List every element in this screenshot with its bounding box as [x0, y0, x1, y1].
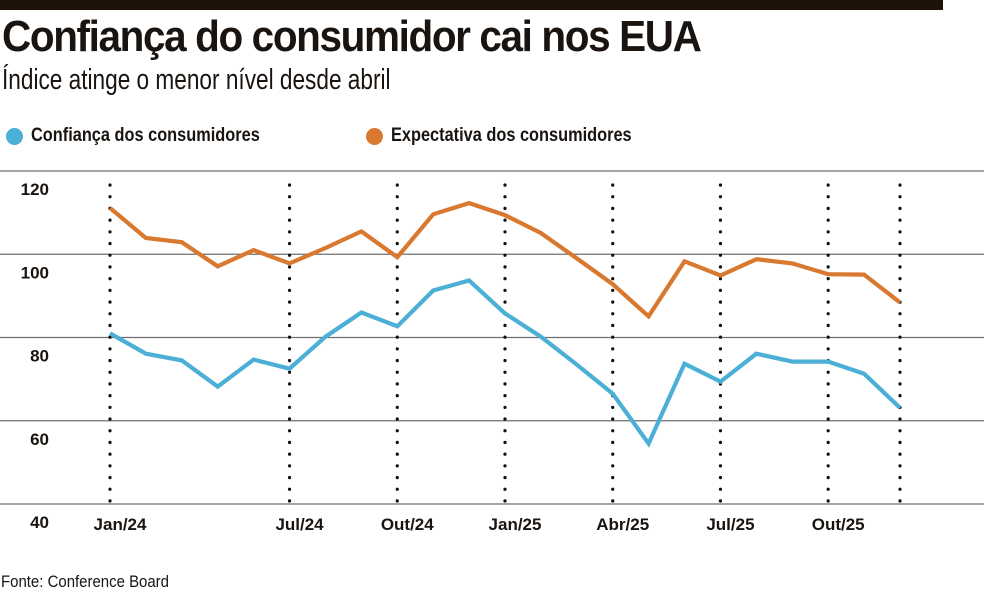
- legend-label: Expectativa dos consumidores: [391, 125, 632, 147]
- x-tick-label: Out/24: [381, 515, 434, 534]
- legend: Confiança dos consumidores Expectativa d…: [0, 122, 984, 150]
- legend-label: Confiança dos consumidores: [31, 125, 260, 147]
- x-tick-label: Jul/25: [706, 515, 754, 534]
- line-chart: 120 100 80 60 40 Jan/24 Jul/24 Out/24 Jan/25 Abr/…: [0, 150, 984, 550]
- x-tick-label: Out/25: [812, 515, 865, 534]
- source-note: Fonte: Conference Board: [1, 572, 169, 592]
- y-tick-label: 100: [21, 263, 49, 282]
- x-tick-label: Abr/25: [596, 515, 649, 534]
- y-tick-label: 120: [21, 180, 49, 199]
- y-tick-label: 40: [30, 513, 49, 532]
- x-tick-label: Jan/24: [94, 515, 147, 534]
- legend-dot-icon: [366, 128, 383, 145]
- x-tick-label: Jul/24: [275, 515, 324, 534]
- chart-subtitle: Índice atinge o menor nível desde abril: [2, 62, 391, 98]
- legend-item-confianca: Confiança dos consumidores: [6, 122, 297, 150]
- legend-dot-icon: [6, 128, 23, 145]
- x-tick-label: Jan/25: [489, 515, 542, 534]
- chart-title: Confiança do consumidor cai nos EUA: [2, 12, 700, 62]
- header-bar: [0, 0, 943, 10]
- y-tick-label: 60: [30, 430, 49, 449]
- legend-item-expectativa: Expectativa dos consumidores: [366, 122, 671, 150]
- y-tick-label: 80: [30, 347, 49, 366]
